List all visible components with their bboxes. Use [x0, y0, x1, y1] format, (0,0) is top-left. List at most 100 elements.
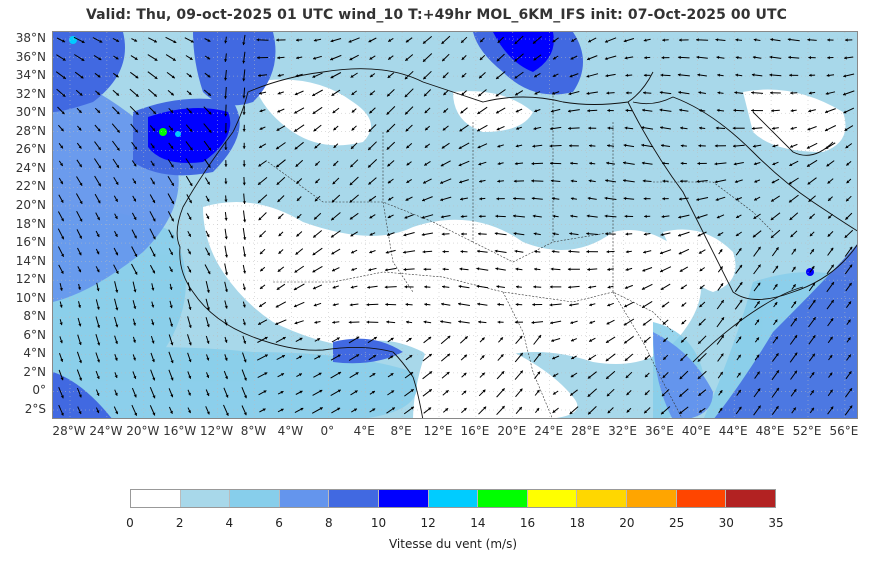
lon-label: 44°E	[718, 424, 748, 438]
wind-arrow-head	[60, 181, 63, 185]
wind-arrow-head	[463, 408, 467, 411]
wind-arrow-head	[588, 39, 592, 43]
wind-arrow-head	[789, 73, 792, 77]
wind-arrow-head	[207, 38, 211, 42]
wind-arrow-head	[587, 196, 591, 200]
wind-arrow-head	[188, 74, 192, 78]
wind-arrow-head	[296, 233, 300, 237]
wind-arrow-head	[116, 111, 120, 115]
wind-arrow-head	[135, 129, 138, 133]
wind-arrow-head	[224, 357, 228, 361]
wind-arrow-head	[623, 143, 627, 147]
wind-arrow-head	[60, 270, 64, 274]
wind-arrow-head	[386, 320, 389, 324]
wind-arrow-head	[735, 197, 739, 201]
wind-arrow-head	[660, 251, 663, 255]
wind-arrow-head	[337, 354, 341, 358]
wind-arrow-head	[410, 406, 414, 410]
wind-arrow-head	[461, 74, 465, 78]
wind-arrow-head	[224, 96, 228, 99]
wind-arrow-head	[679, 108, 682, 112]
wind-arrow-head	[534, 74, 538, 78]
wind-arrow-head	[384, 285, 388, 289]
wind-arrow-head	[406, 180, 410, 183]
wind-arrow-head	[829, 372, 833, 376]
colorbar-segment	[229, 490, 279, 507]
wind-map	[52, 31, 858, 419]
wind-arrow-head	[258, 217, 262, 221]
wind-arrow-head	[751, 91, 754, 95]
wind-arrow-head	[849, 388, 852, 392]
wind-arrow-head	[264, 336, 268, 340]
wind-arrow-head	[533, 40, 536, 44]
wind-arrow-head	[443, 109, 447, 113]
wind-arrow-head	[513, 232, 517, 236]
wind-arrow-head	[550, 127, 553, 131]
wind-arrow-head	[315, 180, 319, 184]
wind-arrow-head	[242, 146, 246, 149]
wind-arrow-head	[463, 372, 467, 376]
wind-arrow-head	[644, 392, 648, 395]
wind-arrow-head	[607, 410, 611, 414]
wind-arrow-head	[606, 340, 609, 343]
wind-arrow-head	[244, 395, 247, 399]
wind-arrow-head	[242, 322, 246, 326]
wind-arrow-head	[278, 216, 282, 219]
wind-arrow-head	[587, 57, 591, 61]
wind-arrow-head	[644, 356, 648, 360]
wind-arrow-head	[793, 407, 796, 411]
wind-arrow-head	[79, 92, 83, 96]
wind-arrow-head	[519, 353, 523, 356]
wind-arrow-head	[331, 93, 335, 96]
wind-arrow-head	[605, 179, 608, 183]
wind-arrow-head	[754, 179, 758, 183]
wind-arrow-head	[386, 129, 390, 133]
wind-arrow-head	[775, 336, 778, 340]
wind-arrow-head	[698, 322, 702, 326]
wind-arrow-head	[188, 307, 192, 310]
wind-arrow-head	[714, 180, 718, 184]
lon-label: 32°E	[608, 424, 637, 438]
wind-arrow-head	[259, 145, 263, 148]
wind-arrow-head	[497, 162, 501, 166]
wind-arrow-head	[296, 198, 300, 201]
wind-arrow-head	[258, 199, 262, 203]
wind-arrow-head	[258, 181, 261, 185]
wind-arrow-head	[537, 353, 541, 357]
wind-arrow-head	[337, 407, 341, 411]
wind-arrow-head	[607, 126, 611, 130]
wind-arrow-head	[721, 335, 724, 339]
wind-arrow-head	[188, 392, 191, 396]
wind-arrow-head	[717, 232, 721, 236]
wind-arrow-head	[115, 307, 119, 311]
wind-arrow-head	[428, 354, 432, 357]
wind-arrow-head	[811, 266, 815, 270]
wind-arrow-head	[276, 38, 279, 42]
wind-arrow-head	[720, 300, 724, 304]
colorbar-tick-label: 8	[324, 516, 333, 530]
wind-arrow-head	[59, 322, 63, 326]
wind-arrow-head	[480, 39, 484, 43]
wind-arrow-head	[792, 266, 796, 270]
wind-arrow-head	[259, 127, 263, 130]
wind-arrow-head	[739, 264, 742, 268]
wind-arrow-head	[133, 394, 137, 398]
wind-arrow-head	[532, 144, 536, 148]
lat-label: 36°N	[15, 49, 46, 64]
wind-arrow-head	[719, 266, 723, 270]
wind-arrow-head	[495, 214, 498, 218]
wind-arrow-head	[829, 389, 833, 393]
wind-arrow-head	[680, 126, 683, 130]
wind-arrow-head	[775, 247, 779, 251]
wind-arrow-head	[78, 269, 82, 273]
wind-arrow-head	[552, 232, 556, 236]
wind-arrow-head	[482, 389, 486, 393]
wind-arrow-head	[660, 73, 664, 77]
wind-arrow-head	[96, 410, 100, 414]
wind-arrow-head	[552, 409, 556, 413]
wind-arrow-head	[698, 392, 702, 396]
wind-arrow-head	[830, 318, 834, 322]
wind-arrow-head	[830, 406, 834, 410]
wind-arrow-head	[333, 127, 337, 131]
wind-arrow-head	[391, 390, 395, 394]
